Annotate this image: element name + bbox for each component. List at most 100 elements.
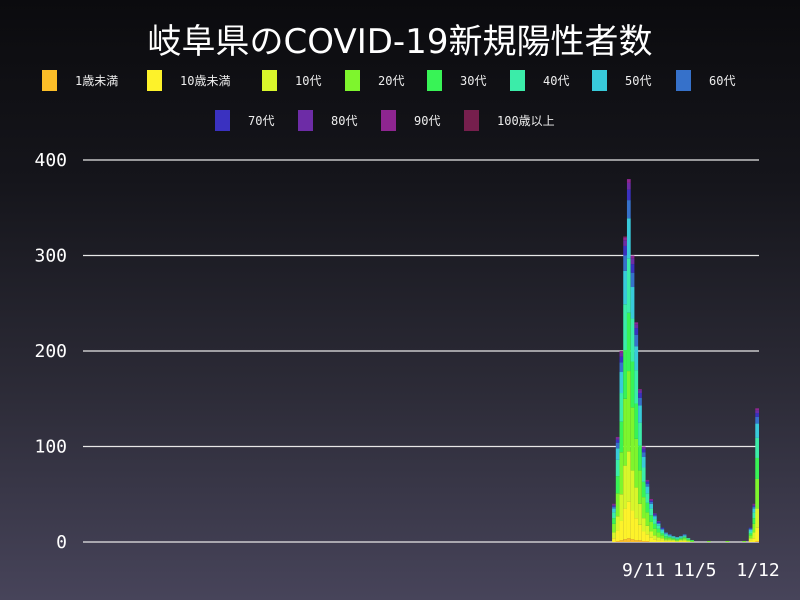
bar-segment [755,508,759,528]
legend-item: 30代 [427,70,486,91]
bar-segment [615,439,620,443]
bar-segment [752,503,757,505]
bar-segment [612,538,616,542]
bar-segment [615,541,620,542]
bar-segment [615,442,620,449]
bar-segment [615,516,620,531]
bar-segment [649,499,653,501]
bar-segment [755,457,759,479]
x-tick-label: 1/12 [736,560,779,581]
bar-segment [630,510,635,540]
bar-segment [630,361,635,408]
bar-segment [645,480,650,482]
bar-segment [645,525,650,535]
bar-segment [649,521,653,532]
bar-segment [664,533,668,535]
bar-segment [645,483,650,487]
bar-segment [626,501,631,539]
bar-segment [634,346,639,371]
bar-segment [634,334,639,347]
bar-segment [682,536,687,538]
bar-segment [660,533,665,536]
bar-segment [634,324,639,329]
bar-segment [615,448,620,460]
legend-item: 50代 [592,70,651,91]
bar-segment [612,518,616,524]
bar-segment [630,470,635,511]
legend-label: 90代 [414,114,441,128]
bar-segment [679,539,683,541]
bar-segment [615,476,620,494]
bar-segment [645,481,650,484]
bar-segment [752,504,757,506]
bar-segment [755,541,759,542]
bar-segment [690,540,694,542]
legend-swatch [298,110,313,131]
bar-segment [656,540,661,542]
bar-segment [656,522,661,524]
bar-segment [660,538,665,541]
legend-label: 50代 [625,74,652,88]
bar-segment [634,487,639,519]
legend-label: 20代 [378,74,405,88]
bar-segment [706,541,711,542]
bar-segment [664,534,668,537]
bar-segment [641,467,646,482]
bar-segment [619,540,624,542]
bar-segment [619,352,624,357]
bar-segment [686,540,691,542]
legend-item: 60代 [676,70,735,91]
bar-segment [645,493,650,503]
bar-segment [619,452,624,495]
bar-segment [652,539,657,542]
bar-segment [656,528,661,533]
y-tick-label: 300 [34,246,67,267]
x-tick-label: 11/5 [673,560,716,581]
bar-segment [742,541,746,542]
bar-segment [619,356,624,363]
bar-segment [652,519,657,524]
bar-segment [623,236,627,238]
legend-swatch [510,70,525,91]
bar-segment [645,486,650,494]
legend-label: 60代 [709,74,736,88]
bar-segment [667,537,672,539]
bar-segment [612,504,616,506]
legend-swatch [464,110,479,131]
bar-segment [638,390,642,394]
legend-label: 10歳未満 [180,74,231,88]
bar-segment [752,508,757,513]
bar-segment [623,350,627,399]
bar-segment [638,405,642,423]
bar-segment [634,328,639,335]
bar-segment [641,518,646,532]
bar-segment [752,512,757,519]
bar-segment [638,445,642,471]
y-tick-label: 200 [34,341,67,362]
bar-segment [626,179,631,183]
bar-segment [752,532,757,539]
bar-segment [671,538,676,540]
legend-item: 10代 [262,70,321,91]
bar-segment [641,449,646,453]
bar-segment [752,505,757,507]
legend-item: 40代 [510,70,569,91]
legend-item: 1歳未満 [42,70,118,91]
bar-segment [755,437,759,458]
bar-segment [623,270,627,305]
chart-title: 岐阜県のCOVID-19新規陽性者数 [147,22,653,62]
bar-segment [623,508,627,540]
bar-segment [682,541,687,542]
bar-segment [634,322,639,325]
y-tick-label: 0 [56,532,67,553]
bar-segment [652,516,657,520]
legend-item: 90代 [381,110,440,131]
bar-segment [671,541,676,542]
bar-segment [630,272,635,288]
bar-segment [623,304,627,351]
bar-segment [748,529,753,532]
bar-segment [619,351,624,353]
bar-segment [752,506,757,509]
bar-segment [626,218,631,259]
bar-segment [656,521,661,523]
